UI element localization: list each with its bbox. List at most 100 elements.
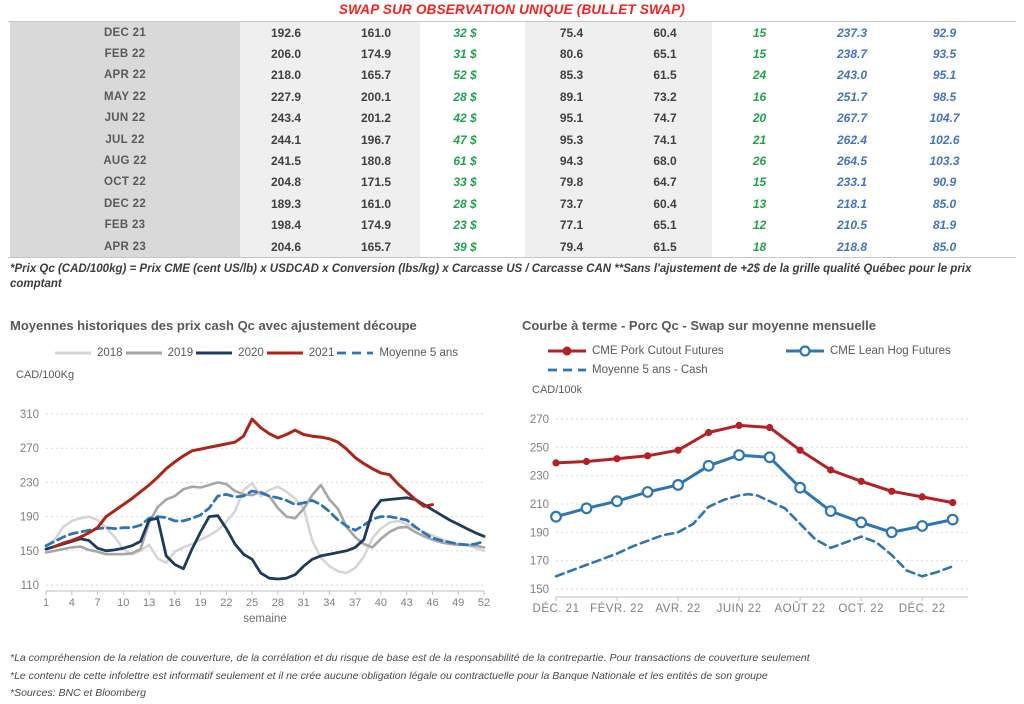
table-cell-value: 68.0 bbox=[618, 150, 712, 172]
table-cell-value: 174.9 bbox=[332, 214, 420, 236]
table-cell-value: 241.5 bbox=[240, 150, 332, 172]
table-cell-value: 103.3 bbox=[897, 150, 992, 172]
table-cell-value: 218.8 bbox=[807, 235, 897, 258]
table-cell-value: 206.0 bbox=[240, 43, 332, 65]
table-cell-value: 95.1 bbox=[525, 107, 618, 129]
legend-item-moyenne-5-ans: Moyenne 5 ans bbox=[336, 347, 458, 359]
chart-forward-curve: Courbe à terme - Porc Qc - Swap sur moye… bbox=[522, 318, 1022, 629]
table-cell-value: 180.8 bbox=[332, 150, 420, 172]
legend-line-swatch bbox=[196, 351, 233, 355]
svg-text:1: 1 bbox=[43, 597, 49, 609]
legend-label: 2021 bbox=[308, 347, 335, 359]
legend-label: 2020 bbox=[238, 347, 264, 359]
table-cell-value: 61.5 bbox=[618, 64, 712, 87]
table-cell-value: 90.9 bbox=[897, 171, 992, 194]
legend-label: Moyenne 5 ans - Cash bbox=[592, 364, 708, 376]
table-cell-value: 15 bbox=[712, 22, 807, 44]
table-cell-value: 85.0 bbox=[897, 193, 992, 215]
table-cell-value: 201.2 bbox=[332, 107, 420, 129]
table-cell-spacer bbox=[510, 128, 525, 151]
table-cell-value: 251.7 bbox=[807, 86, 897, 108]
table-cell-value: 73.2 bbox=[618, 86, 712, 108]
svg-text:OCT. 22: OCT. 22 bbox=[838, 603, 884, 615]
table-cell-month: DEC 21 bbox=[10, 22, 240, 44]
table-cell-value: 15 bbox=[712, 171, 807, 194]
table-cell-value: 218.0 bbox=[240, 64, 332, 87]
table-cell-value: 12 bbox=[712, 214, 807, 236]
y-axis-unit-label: CAD/100k bbox=[532, 384, 583, 396]
table-cell-value: 74.1 bbox=[618, 128, 712, 151]
table-cell-value: 161.0 bbox=[332, 193, 420, 215]
svg-text:22: 22 bbox=[220, 597, 232, 609]
table-cell-value: 174.9 bbox=[332, 43, 420, 65]
table-cell-spacer bbox=[510, 193, 525, 215]
table-cell-spacer bbox=[510, 235, 525, 258]
table-cell-spacer bbox=[510, 171, 525, 194]
table-cell-value: 13 bbox=[712, 193, 807, 215]
svg-text:190: 190 bbox=[20, 512, 39, 524]
legend-line-swatch bbox=[337, 351, 374, 355]
table-cell-value: 210.5 bbox=[807, 214, 897, 236]
table-cell-spacer bbox=[510, 214, 525, 236]
table-cell-value: 227.9 bbox=[240, 86, 332, 108]
svg-text:310: 310 bbox=[20, 409, 39, 421]
table-cell-value: 85.3 bbox=[525, 64, 618, 87]
table-cell-month: APR 23 bbox=[10, 235, 240, 258]
svg-text:110: 110 bbox=[21, 580, 39, 592]
svg-text:170: 170 bbox=[530, 556, 549, 568]
svg-text:34: 34 bbox=[323, 597, 335, 609]
legend-label: CME Lean Hog Futures bbox=[830, 345, 951, 357]
svg-text:190: 190 bbox=[530, 527, 549, 539]
table-cell-spacer bbox=[510, 43, 525, 65]
table-cell-value: 60.4 bbox=[618, 193, 712, 215]
table-cell-month: DEC 22 bbox=[10, 193, 240, 215]
table-cell-value: 104.7 bbox=[897, 107, 992, 129]
table-cell-value: 165.7 bbox=[332, 235, 420, 258]
legend-label: 2019 bbox=[167, 347, 194, 359]
table-cell-value: 65.1 bbox=[618, 43, 712, 65]
table-cell-value: 65.1 bbox=[618, 214, 712, 236]
legend-line-swatch bbox=[548, 368, 586, 372]
legend: 2018 2019 2020 2021 Moyenne 5 ans bbox=[10, 347, 502, 359]
table-cell-spacer bbox=[510, 22, 525, 44]
table-footnote: *Prix Qc (CAD/100kg) = Prix CME (cent US… bbox=[10, 263, 972, 291]
svg-text:DÉC. 21: DÉC. 21 bbox=[533, 602, 580, 615]
svg-text:JUIN 22: JUIN 22 bbox=[717, 603, 762, 615]
legend: CME Pork Cutout Futures CME Lean Hog Futu… bbox=[546, 345, 1022, 376]
svg-text:FÉVR. 22: FÉVR. 22 bbox=[590, 602, 644, 615]
svg-text:10: 10 bbox=[117, 597, 129, 609]
table-cell-value: 204.8 bbox=[240, 171, 332, 194]
svg-text:16: 16 bbox=[169, 597, 181, 609]
table-cell-value: 15 bbox=[712, 43, 807, 65]
table-cell-value: 165.7 bbox=[332, 64, 420, 87]
table-cell-value: 192.6 bbox=[240, 22, 332, 44]
table-cell-value: 102.6 bbox=[897, 128, 992, 151]
top-divider bbox=[8, 21, 1016, 22]
table-cell-value: 189.3 bbox=[240, 193, 332, 215]
table-cell-value: 16 bbox=[712, 86, 807, 108]
table-cell-spacer bbox=[510, 150, 525, 172]
svg-text:49: 49 bbox=[452, 597, 464, 609]
table-cell-value: 26 bbox=[712, 150, 807, 172]
line-chart-plot: 150 170 190 210 230 250 270 DÉC. 21 FÉVR. 22 AVR.… bbox=[530, 414, 968, 615]
table-cell-spacer bbox=[510, 107, 525, 129]
table-cell-month: FEB 23 bbox=[10, 214, 240, 236]
table-cell-value: 61.5 bbox=[618, 235, 712, 258]
legend-item-cme-lean-hog-futures: CME Lean Hog Futures bbox=[785, 345, 1021, 357]
table-cell-value: 243.4 bbox=[240, 107, 332, 129]
table-cell-value: 93.5 bbox=[897, 43, 992, 65]
svg-text:19: 19 bbox=[194, 597, 206, 609]
svg-text:150: 150 bbox=[530, 584, 549, 596]
table-cell-value: 94.3 bbox=[525, 150, 618, 172]
table-cell-value: 237.3 bbox=[807, 22, 897, 44]
table-cell-value: 92.9 bbox=[897, 22, 992, 44]
table-cell-value: 28 $ bbox=[420, 193, 510, 215]
table-bottom-divider bbox=[8, 257, 1016, 258]
table-cell-value: 75.4 bbox=[525, 22, 618, 44]
legend-item-cme-pork-cutout-futures: CME Pork Cutout Futures bbox=[547, 345, 783, 357]
table-cell-value: 233.1 bbox=[807, 171, 897, 194]
table-cell-month: JUL 22 bbox=[10, 128, 240, 151]
table-cell-spacer bbox=[510, 86, 525, 108]
table-cell-month: MAY 22 bbox=[10, 86, 240, 108]
